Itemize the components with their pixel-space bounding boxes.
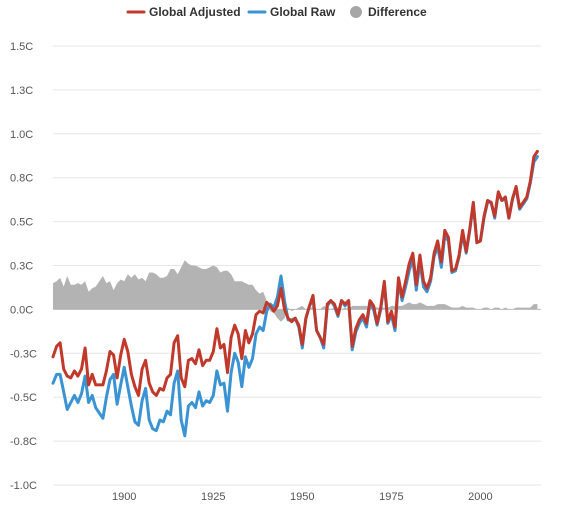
legend-item-raw[interactable]: Global Raw [247, 5, 336, 19]
y-tick-label: 0.3C [10, 261, 33, 273]
y-axis-ticks: 1.5C 1.3C 1.0C 0.8C 0.5C 0.3C 0.0C -0.3C -0.5C -0… [10, 41, 37, 492]
y-tick-label: 1.5C [10, 41, 33, 53]
x-tick-label: 1925 [201, 491, 225, 503]
legend-item-adjusted[interactable]: Global Adjusted [126, 5, 241, 19]
y-tick-label: 0.5C [10, 217, 33, 229]
legend-item-difference[interactable]: Difference [350, 5, 427, 19]
legend-label-difference: Difference [368, 5, 427, 19]
x-tick-label: 1975 [379, 491, 403, 503]
legend: Global Adjusted Global Raw Difference [126, 5, 427, 19]
x-tick-label: 1900 [112, 491, 136, 503]
adjusted-line [51, 149, 539, 397]
difference-area [53, 260, 538, 322]
y-tick-label: 0.0C [10, 304, 33, 316]
y-tick-label: 1.3C [10, 85, 33, 97]
x-tick-label: 1950 [290, 491, 314, 503]
gridlines [53, 45, 541, 486]
legend-label-raw: Global Raw [270, 5, 336, 19]
y-tick-label: 0.8C [10, 173, 33, 185]
y-tick-label: 1.0C [10, 129, 33, 141]
y-tick-label: -0.8C [10, 436, 37, 448]
y-tick-label: -0.3C [10, 348, 37, 360]
difference-area-layer [53, 260, 538, 322]
y-tick-label: -1.0C [10, 480, 37, 492]
y-tick-label: -0.5C [10, 392, 37, 404]
legend-swatch-difference [350, 6, 362, 18]
legend-label-adjusted: Global Adjusted [149, 5, 241, 19]
x-axis-ticks: 1900 1925 1950 1975 2000 [112, 491, 493, 503]
x-tick-label: 2000 [468, 491, 492, 503]
series-lines-layer [51, 149, 539, 438]
